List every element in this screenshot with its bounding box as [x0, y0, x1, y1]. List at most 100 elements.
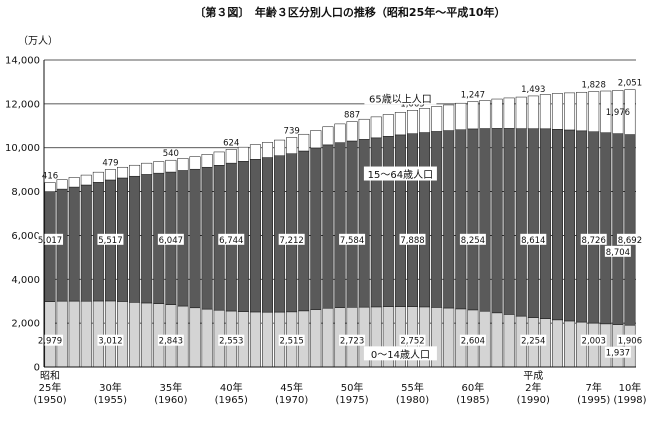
value-label: 1,493: [521, 85, 545, 95]
y-axis-label: （万人）: [18, 35, 58, 47]
value-label: 1,937: [606, 349, 630, 359]
bar-segment: [491, 128, 503, 314]
bar-segment: [298, 133, 310, 152]
bar-segment: [249, 144, 261, 160]
bar-segment: [104, 300, 116, 368]
value-label: 8,692: [618, 236, 642, 246]
value-label: 2,051: [618, 79, 642, 89]
bar-segment: [551, 319, 563, 368]
value-label: 479: [102, 158, 118, 168]
bar-segment: [189, 307, 201, 368]
value-label: 2,843: [159, 337, 183, 347]
bar-segment: [443, 104, 455, 131]
bar-segment: [286, 137, 298, 154]
bar-segment: [104, 169, 116, 181]
value-label: 2,604: [461, 337, 485, 347]
bar-segment: [92, 171, 104, 183]
bar-segment: [479, 128, 491, 312]
bar-segment: [68, 300, 80, 368]
value-label: 2,003: [582, 337, 606, 347]
value-label: 8,704: [606, 248, 630, 258]
bar-segment: [262, 311, 274, 368]
bar-segment: [564, 320, 576, 368]
y-tick-label: 8,000: [11, 187, 40, 198]
bar-segment: [479, 100, 491, 129]
bar-segment: [588, 131, 600, 324]
bar-segment: [576, 130, 588, 323]
y-tick-label: 4,000: [11, 275, 40, 286]
value-label: 5,017: [38, 236, 62, 246]
value-label-bg: [278, 233, 305, 245]
bar-segment: [189, 168, 201, 309]
bar-segment: [503, 128, 515, 315]
bar-segment: [346, 121, 358, 142]
value-label: 5,517: [98, 236, 122, 246]
bar-segment: [310, 309, 322, 368]
bar-segment: [117, 301, 129, 368]
bar-segment: [141, 174, 153, 304]
bar-segment: [213, 151, 225, 166]
bar-segment: [612, 90, 624, 134]
value-label-bg: [157, 334, 184, 346]
value-label: 7,888: [400, 236, 424, 246]
value-label: 8,726: [582, 236, 606, 246]
value-label: 1,828: [582, 81, 606, 91]
series-name: 65歳以上人口: [369, 93, 432, 105]
bar-segment: [419, 108, 431, 133]
bar-segment: [539, 128, 551, 319]
value-label: 1,906: [618, 337, 642, 347]
value-label: 887: [344, 111, 360, 121]
value-label-bg: [616, 334, 643, 346]
value-label-bg: [339, 233, 366, 245]
bar-segment: [394, 134, 406, 307]
value-label: 2,723: [340, 337, 364, 347]
series-name-bg: [363, 166, 437, 181]
series-name: 15～64歳人口: [368, 169, 433, 181]
bar-segment: [455, 129, 467, 310]
bar-segment: [576, 91, 588, 132]
y-tick-label: 6,000: [11, 231, 40, 242]
series-name-bg: [364, 91, 437, 105]
bar-segment: [68, 177, 80, 188]
bar-segment: [539, 94, 551, 130]
bar-segment: [491, 98, 503, 129]
bar-segment: [334, 123, 346, 143]
bar-segment: [80, 184, 92, 302]
bar-segment: [527, 95, 539, 129]
bar-segment: [201, 154, 213, 168]
value-label: 7,584: [340, 236, 364, 246]
value-label-bg: [616, 233, 643, 245]
bar-segment: [141, 162, 153, 175]
bar-segment: [322, 126, 334, 146]
series-name: 0～14歳人口: [371, 349, 430, 361]
bar-segment: [165, 159, 177, 173]
value-label-bg: [218, 334, 245, 346]
bar-segment: [201, 308, 213, 368]
x-tick-label: 40年(1965): [215, 381, 248, 406]
bar-segment: [44, 182, 56, 192]
y-tick-label: 14,000: [5, 56, 40, 67]
value-label: 3,012: [98, 337, 122, 347]
bar-segment: [129, 164, 141, 177]
x-tick-label: 30年(1955): [94, 381, 127, 406]
value-label-bg: [580, 334, 607, 346]
bar-segment: [431, 106, 443, 132]
bar-segment: [153, 161, 165, 174]
bar-segment: [382, 114, 394, 137]
bar-segment: [431, 131, 443, 308]
bar-segment: [322, 307, 334, 368]
value-label-bg: [218, 233, 245, 245]
bar-segment: [370, 116, 382, 139]
bar-segment: [406, 110, 418, 134]
bar-segment: [322, 144, 334, 309]
bar-segment: [624, 134, 636, 326]
x-tick-label: 7年(1995): [577, 381, 610, 406]
bar-segment: [515, 96, 527, 129]
bar-segment: [92, 300, 104, 368]
value-label: 1,247: [461, 91, 485, 101]
value-label: 1,976: [606, 108, 630, 118]
value-label-bg: [604, 245, 631, 257]
x-tick-label: 50年(1975): [335, 381, 368, 406]
y-tick-label: 10,000: [5, 143, 40, 154]
bar-segment: [129, 175, 141, 303]
